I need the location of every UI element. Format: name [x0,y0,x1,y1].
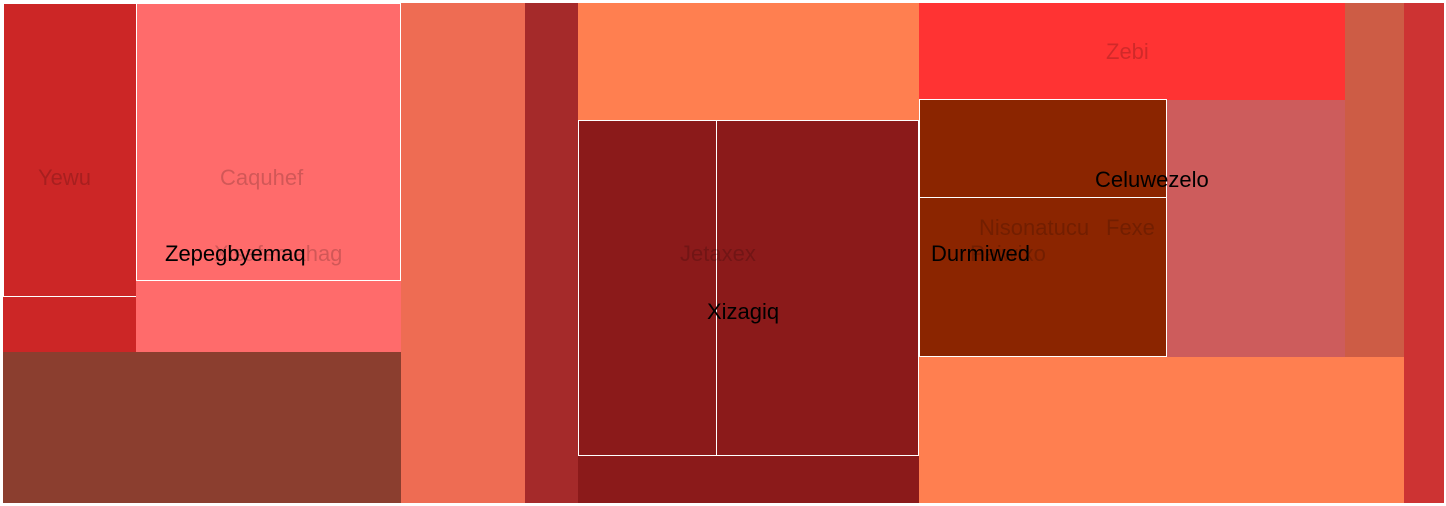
tile-fexe [1167,100,1345,357]
label-celuwezelo: Celuwezelo [1095,167,1209,192]
tile-yewu [3,3,137,297]
label-zebi: Zebi [1106,39,1149,64]
tile-jetaxex [578,120,717,456]
tile-right-strip [1345,3,1404,357]
tile-right-bottom [919,357,1404,503]
tile-center-bottom [578,456,919,503]
tile-zebi [1055,3,1345,100]
label-fexe: Fexe [1106,215,1155,240]
tile-strip-salmon [401,3,525,503]
label-zepegbyemaq: Zepegbyemaq [165,241,306,266]
label-jetaxex: Jetaxex [680,241,756,266]
tile-strip-brown [525,3,578,503]
label-durmiwed: Durmiwed [931,241,1031,266]
label-paiwixo: Paiwixo [970,241,1046,266]
tile-nisonatucu [919,197,1167,357]
tile-far-right [1404,3,1444,503]
label-caquhef: Caquhef [220,165,304,190]
tile-caquhef [136,3,401,281]
tile-caquhef-lower [136,281,401,353]
tile-center-top [578,3,919,120]
label-nisonatucu: Nisonatucu [979,215,1090,240]
label-xizagiq: Xizagiq [707,299,780,324]
tile-yewu-lower [3,297,137,353]
tile-xizagiq [716,120,919,456]
tile-right-topleft [919,3,1055,100]
tile-zepegbyemaq [3,352,401,503]
label-yewu: Yewu [38,165,92,190]
tile-celuwezelo [919,99,1167,198]
label-xisafemahag: Xisafemahag [214,241,343,266]
